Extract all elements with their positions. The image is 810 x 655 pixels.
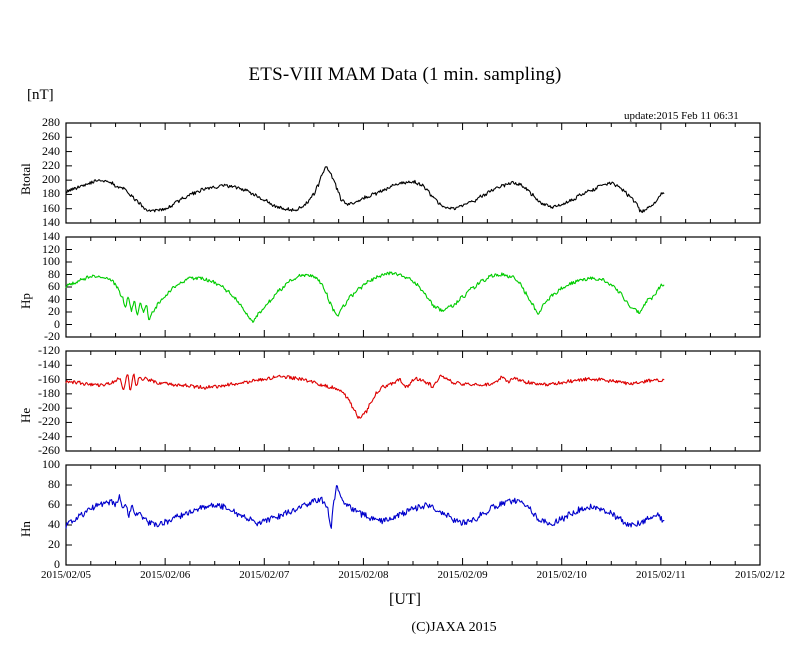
trace-hn: [65, 485, 665, 529]
y-axis-label-hn: Hn: [18, 521, 33, 537]
y-tick-label: -220: [38, 414, 60, 429]
y-axis-label-btotal: Btotal: [18, 163, 33, 195]
plot-frame: [65, 464, 761, 566]
y-tick-label: 100: [42, 457, 60, 471]
y-tick-label: -240: [38, 428, 60, 443]
y-tick-label: 80: [48, 266, 60, 281]
x-tick-label: 2015/02/10: [536, 569, 587, 581]
x-tick-label: 2015/02/06: [140, 569, 191, 581]
y-tick-label: 180: [42, 186, 60, 201]
plot-frame: [65, 350, 761, 452]
y-tick-label: 240: [42, 143, 60, 158]
y-tick-label: -20: [44, 329, 60, 343]
x-tick-label: 2015/02/11: [635, 569, 686, 581]
y-tick-label: 0: [54, 557, 60, 571]
x-tick-label: 2015/02/05: [40, 569, 92, 581]
x-tick-label: 2015/02/07: [239, 569, 290, 581]
y-tick-label: 220: [42, 157, 60, 172]
y-tick-label: 160: [42, 200, 60, 215]
y-tick-label: 20: [48, 537, 60, 551]
y-tick-label: 120: [42, 241, 60, 256]
x-tick-label: 2015/02/12: [734, 569, 786, 581]
y-tick-label: 140: [42, 215, 60, 229]
y-unit-label: [nT]: [27, 87, 54, 103]
y-tick-label: 60: [48, 279, 60, 293]
trace-hp: [65, 271, 665, 323]
trace-btotal: [65, 166, 665, 214]
y-tick-label: -160: [38, 371, 60, 386]
y-tick-label: 40: [48, 517, 60, 531]
y-tick-label: -180: [38, 385, 60, 400]
y-tick-label: 20: [48, 304, 60, 318]
y-tick-label: -200: [38, 400, 60, 415]
y-tick-label: 260: [42, 129, 60, 144]
x-tick-label: 2015/02/09: [437, 569, 488, 581]
y-tick-label: -120: [38, 343, 60, 357]
plot-frame: [65, 236, 761, 338]
y-tick-label: 280: [42, 115, 60, 129]
y-axis-label-hp: Hp: [18, 293, 33, 309]
y-tick-label: -260: [38, 443, 60, 457]
copyright-notice: (C)JAXA 2015: [411, 620, 497, 635]
page-title: ETS-VIII MAM Data (1 min. sampling): [248, 64, 562, 85]
y-axis-label-he: He: [18, 407, 33, 423]
y-tick-label: 100: [42, 254, 60, 268]
trace-he: [65, 373, 665, 419]
y-tick-label: 80: [48, 477, 60, 491]
x-tick-label: 2015/02/08: [338, 569, 389, 581]
plot-frame: [65, 122, 761, 224]
x-axis-title: [UT]: [389, 591, 421, 608]
update-timestamp: update:2015 Feb 11 06:31: [624, 110, 739, 122]
y-tick-label: 40: [48, 291, 60, 306]
y-tick-label: 200: [42, 172, 60, 187]
y-tick-label: 140: [42, 229, 60, 243]
y-tick-label: -140: [38, 357, 60, 372]
y-tick-label: 60: [48, 497, 60, 511]
y-tick-label: 0: [54, 316, 60, 331]
